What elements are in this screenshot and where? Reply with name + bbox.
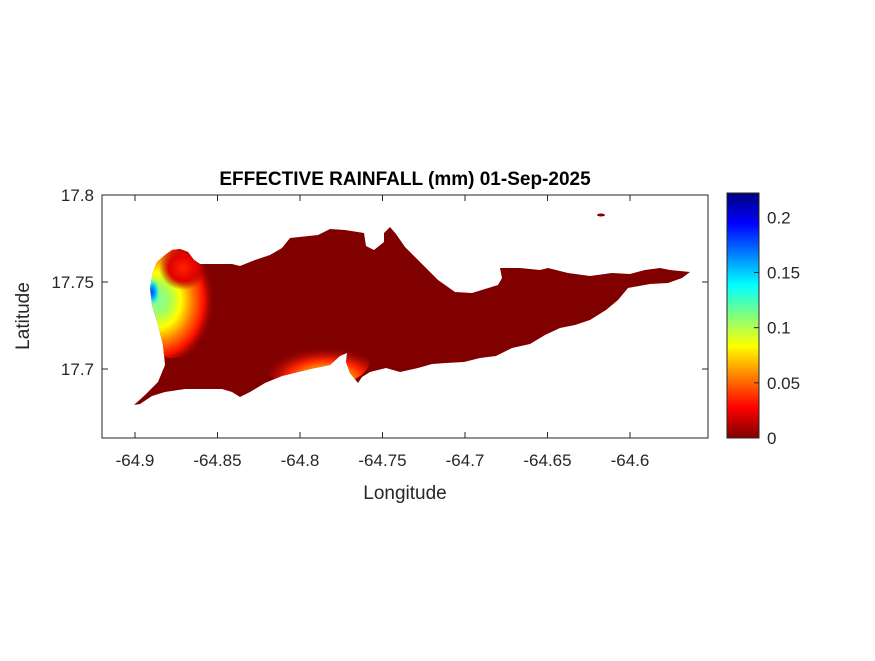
axes-box bbox=[101, 194, 709, 439]
x-tick-label: -64.75 bbox=[358, 451, 406, 470]
colorbar-tick-label: 0.05 bbox=[767, 374, 800, 393]
x-tick-label: -64.6 bbox=[611, 451, 650, 470]
y-tick-label: 17.7 bbox=[61, 360, 94, 379]
colorbar-tick-label: 0.2 bbox=[767, 208, 791, 227]
x-tick-label: -64.9 bbox=[116, 451, 155, 470]
colorbar-tick-label: 0 bbox=[767, 429, 776, 448]
x-tick-label: -64.7 bbox=[446, 451, 485, 470]
x-axis-label: Longitude bbox=[363, 483, 446, 504]
x-tick-label: -64.8 bbox=[281, 451, 320, 470]
x-tick-label: -64.85 bbox=[193, 451, 241, 470]
x-tick-label: -64.65 bbox=[523, 451, 571, 470]
y-axis-label: Latitude bbox=[13, 282, 34, 350]
colorbar-tick-label: 0.1 bbox=[767, 319, 791, 338]
colorbar: 0 0.05 0.1 0.15 0.2 bbox=[726, 192, 800, 448]
y-axis-ticks: 17.7 17.75 17.8 bbox=[51, 186, 708, 379]
chart-title: EFFECTIVE RAINFALL (mm) 01-Sep-2025 bbox=[219, 169, 591, 190]
y-tick-label: 17.75 bbox=[51, 273, 94, 292]
islet bbox=[597, 213, 605, 217]
colorbar-gradient bbox=[726, 192, 760, 439]
x-axis-ticks: -64.9 -64.85 -64.8 -64.75 -64.7 -64.65 -64.6 bbox=[116, 195, 650, 470]
map-axes: -64.9 -64.85 -64.8 -64.75 -64.7 -64.65 -64.6 1… bbox=[51, 186, 709, 470]
colorbar-tick-label: 0.15 bbox=[767, 263, 800, 282]
y-tick-label: 17.8 bbox=[61, 186, 94, 205]
colorbar-ticks: 0 0.05 0.1 0.15 0.2 bbox=[754, 208, 800, 448]
